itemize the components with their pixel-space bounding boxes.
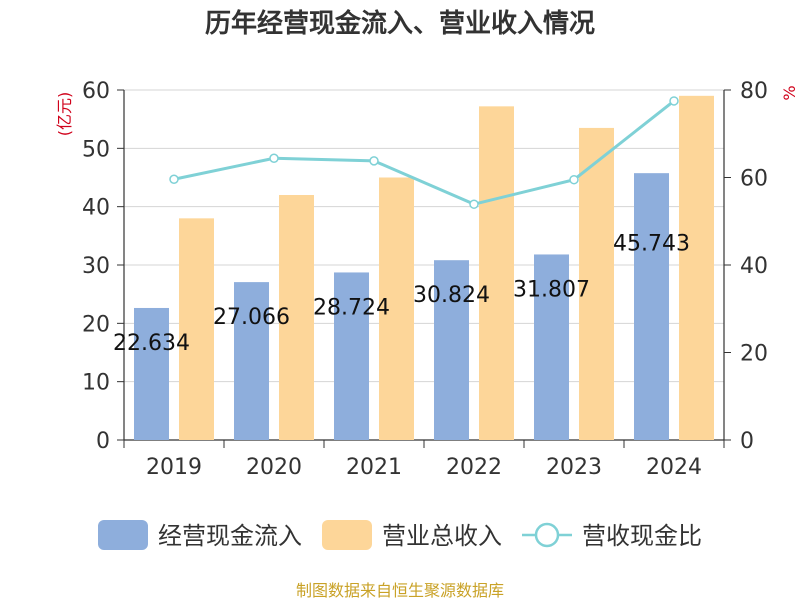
legend-label-cash-inflow: 经营现金流入 (158, 522, 302, 550)
data-label: 30.824 (413, 283, 490, 308)
y-tick-label-left: 40 (82, 196, 110, 221)
bar-cash-inflow (534, 254, 569, 440)
bar-revenue (579, 127, 614, 441)
bar-cash-inflow (134, 307, 169, 440)
y-tick-label-left: 50 (82, 137, 110, 162)
data-label: 28.724 (313, 295, 390, 320)
line-point (469, 199, 479, 209)
y-tick-label-right: 60 (740, 167, 768, 192)
bar-revenue (679, 95, 714, 440)
y-tick-label-left: 60 (82, 79, 110, 104)
line-point (669, 96, 679, 106)
y-tick-label-right: 20 (740, 342, 768, 367)
x-tick-label: 2024 (646, 455, 702, 480)
legend-marker-cash-ratio (534, 522, 560, 548)
y-tick-label-right: 80 (740, 79, 768, 104)
line-cash-ratio (173, 99, 675, 206)
line-point (269, 153, 279, 163)
y-tick-label-left: 20 (82, 312, 110, 337)
y-tick-label-right: 40 (740, 254, 768, 279)
bar-revenue (279, 195, 314, 440)
x-tick-label: 2020 (246, 455, 302, 480)
bar-revenue (479, 106, 514, 440)
source-note: 制图数据来自恒生聚源数据库 (296, 581, 504, 600)
line-point (569, 174, 579, 185)
legend-label-cash-ratio: 营收现金比 (582, 522, 702, 550)
y-tick-label-left: 10 (82, 371, 110, 396)
bar-revenue (379, 177, 414, 440)
y-tick-label-left: 30 (82, 254, 110, 279)
bar-cash-inflow (234, 282, 269, 440)
y-axis-label-right: % (780, 85, 799, 100)
line-point (369, 156, 379, 166)
y-tick-label-right: 0 (740, 429, 754, 454)
x-tick-label: 2022 (446, 455, 502, 480)
bar-revenue (179, 218, 214, 440)
data-label: 22.634 (113, 331, 190, 356)
bar-cash-inflow (434, 260, 469, 440)
data-label: 31.807 (513, 277, 590, 302)
legend-swatch-revenue (322, 520, 372, 550)
chart-title: 历年经营现金流入、营业收入情况 (205, 8, 595, 39)
x-tick-label: 2019 (146, 455, 202, 480)
x-tick-label: 2023 (546, 455, 602, 480)
legend-swatch-cash-inflow (98, 520, 148, 550)
line-point (169, 174, 179, 184)
y-axis-label-left: (亿元) (55, 92, 74, 137)
bar-cash-inflow (634, 173, 669, 440)
data-label: 27.066 (213, 305, 290, 330)
data-label: 45.743 (613, 232, 690, 257)
y-tick-label-left: 0 (96, 429, 110, 454)
x-tick-label: 2021 (346, 455, 402, 480)
legend-label-revenue: 营业总收入 (382, 522, 502, 550)
bar-cash-inflow (334, 272, 369, 440)
